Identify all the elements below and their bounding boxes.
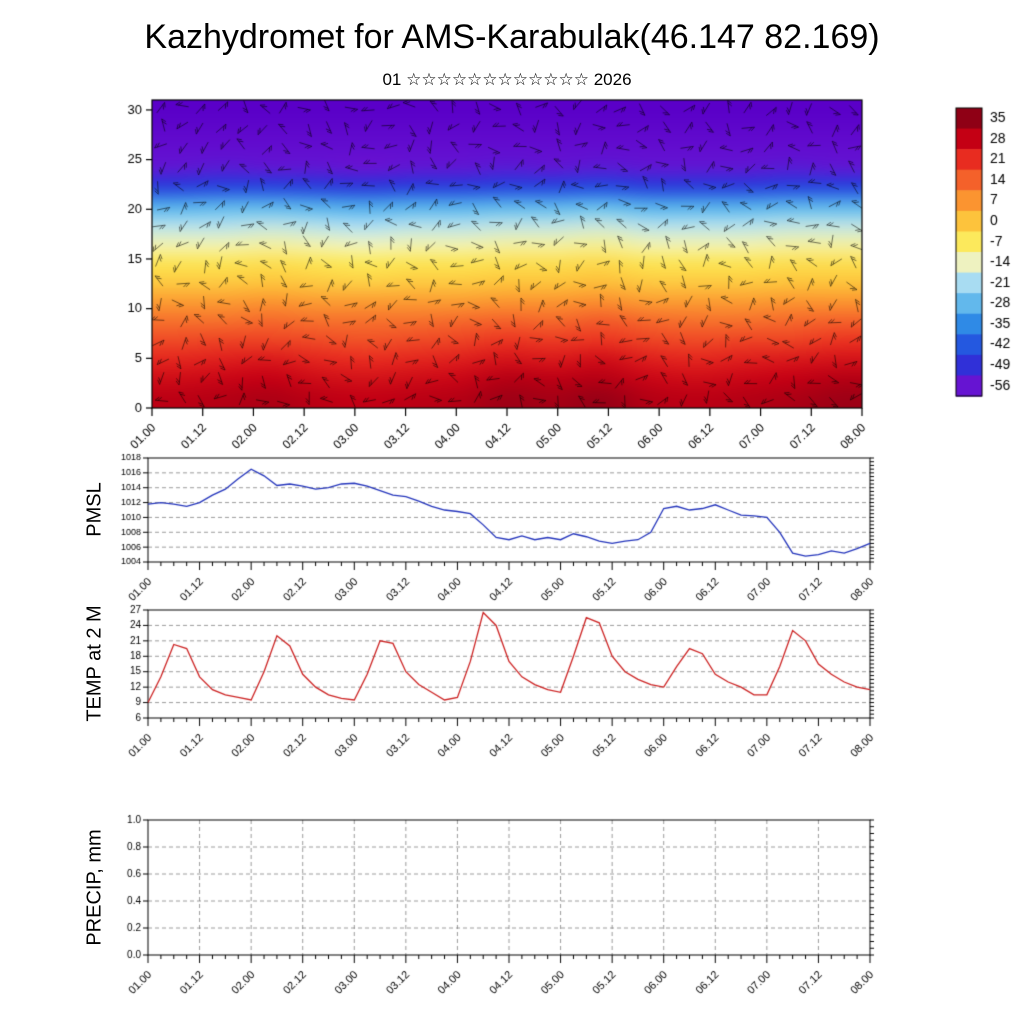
date-subtitle: 01 ☆☆☆☆☆☆☆☆☆☆☆☆ 2026	[382, 70, 632, 89]
precip-axis-label: PRECIP, mm	[83, 829, 106, 946]
page-title: Kazhydromet for AMS-Karabulak(46.147 82.…	[144, 18, 880, 56]
temp-axis-label: TEMP at 2 M	[83, 605, 106, 722]
